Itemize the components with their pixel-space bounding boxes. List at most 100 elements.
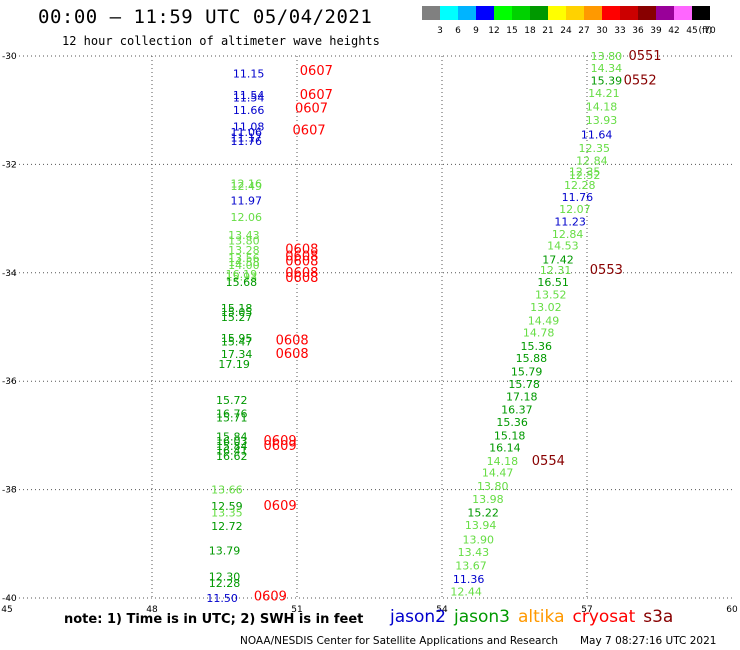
colorbar-label: 9 (473, 26, 479, 36)
wave-height-labels: 11.1511.5411.5411.6611.0811.0611.1711.76… (206, 49, 661, 605)
pass-time-label: 0608 (285, 266, 318, 281)
wave-height-label: 15.47 (221, 336, 253, 349)
x-tick-label: 60 (726, 605, 738, 615)
wave-height-label: 11.54 (233, 89, 265, 102)
pass-time-label: 0607 (300, 88, 333, 103)
page-subtitle: 12 hour collection of altimeter wave hei… (62, 34, 380, 48)
pass-time-label: 0609 (264, 439, 297, 454)
y-tick-label: -38 (2, 486, 17, 496)
pass-time-label: 0608 (285, 250, 318, 265)
wave-height-label: 15.88 (516, 352, 548, 365)
colorbar-swatch (530, 6, 548, 20)
legend-item-jason3: jason3 (454, 607, 510, 627)
pass-time-label: 0609 (254, 589, 287, 604)
wave-height-label: 16.76 (216, 408, 248, 421)
wave-height-label: 13.93 (586, 114, 618, 127)
pass-time-label: 0608 (285, 254, 318, 269)
wave-height-label: 12.16 (231, 177, 263, 190)
wave-height-label: 13.80 (477, 480, 509, 493)
colorbar-swatch (548, 6, 566, 20)
colorbar-label: 33 (614, 26, 625, 36)
colorbar-swatch (476, 6, 494, 20)
wave-height-label: 15.36 (496, 416, 528, 429)
legend-item-cryosat: cryosat (572, 607, 636, 627)
wave-height-label: 12.31 (540, 264, 572, 277)
wave-height-label: 15.84 (216, 430, 248, 443)
wave-height-label: 16.03 (216, 435, 248, 448)
wave-height-label: 13.43 (228, 229, 260, 242)
colorbar-label: 27 (578, 26, 589, 36)
x-tick-label: 51 (291, 605, 302, 615)
satellite-legend: jason2 jason3 altika cryosat s3a (390, 607, 681, 627)
wave-height-label: 14.47 (482, 466, 514, 479)
wave-height-label: 12.52 (569, 169, 601, 182)
colorbar-swatch (422, 6, 440, 20)
wave-height-label: 15.68 (226, 276, 258, 289)
wave-height-label: 15.84 (216, 440, 248, 453)
pass-time-label: 0607 (300, 64, 333, 79)
colorbar-unit: (ft) (698, 26, 712, 36)
wave-height-label: 11.17 (231, 131, 263, 144)
colorbar-label: 18 (524, 26, 536, 36)
wave-height-label: 13.66 (211, 484, 243, 497)
wave-height-label: 14.18 (586, 100, 618, 113)
wave-height-label: 14.34 (591, 62, 623, 75)
colorbar-swatch (692, 6, 710, 20)
wave-height-label: 13.02 (530, 301, 562, 314)
colorbar-swatch (674, 6, 692, 20)
wave-height-label: 13.43 (458, 546, 490, 559)
wave-height-label: 15.22 (467, 506, 499, 519)
wave-height-label: 11.50 (206, 592, 238, 605)
colorbar-label: 3 (437, 26, 443, 36)
wave-height-label: 15.18 (221, 302, 253, 315)
wave-height-label: 15.72 (216, 394, 248, 407)
wave-height-label: 13.79 (209, 544, 241, 557)
colorbar-swatch (656, 6, 674, 20)
wave-height-label: 12.72 (211, 520, 243, 533)
y-tick-label: -30 (2, 52, 17, 62)
wave-height-label: 11.64 (581, 129, 613, 142)
wave-height-label: 12.44 (450, 585, 482, 598)
pass-time-label: 0551 (628, 49, 661, 64)
pass-time-label: 0553 (590, 263, 623, 278)
map-grid (7, 55, 732, 599)
wave-height-label: 12.28 (564, 179, 596, 192)
wave-height-label: 13.28 (228, 244, 260, 257)
wave-height-label: 17.18 (506, 390, 538, 403)
colorbar-label: 24 (560, 26, 572, 36)
colorbar-swatch (584, 6, 602, 20)
wave-height-label: 17.19 (218, 358, 250, 371)
pass-time-label: 0554 (532, 454, 565, 469)
wave-height-label: 14.00 (228, 259, 260, 272)
colorbar-label: 70 (704, 26, 716, 36)
legend-item-s3a: s3a (643, 607, 674, 627)
pass-time-label: 0608 (276, 347, 309, 362)
wave-height-label: 13.35 (211, 506, 243, 519)
legend-item-jason2: jason2 (390, 607, 446, 627)
wave-height-label: 15.36 (521, 340, 553, 353)
pass-time-label: 0607 (295, 102, 328, 117)
wave-height-label: 11.54 (233, 92, 265, 105)
wave-height-label: 11.36 (453, 573, 485, 586)
wave-height-label: 15.71 (216, 412, 248, 425)
wave-height-label: 13.90 (463, 533, 495, 546)
colorbar-label: 15 (506, 26, 517, 36)
wave-height-label: 11.15 (233, 67, 265, 80)
wave-height-label: 11.97 (231, 195, 263, 208)
pass-time-label: 0608 (285, 271, 318, 286)
colorbar-swatch (440, 6, 458, 20)
wave-height-label: 14.53 (547, 240, 579, 253)
colorbar-swatch (458, 6, 476, 20)
axis-tick-labels: 45 48 51 54 57 60 -30 -32 -34 -36 -38 -40 (1, 52, 738, 615)
colorbar-label: 6 (455, 26, 461, 36)
wave-height-label: 15.18 (494, 429, 526, 442)
wave-height-label: 16.14 (489, 441, 521, 454)
footer-note: note: 1) Time is in UTC; 2) SWH is in fe… (64, 612, 364, 627)
colorbar-label: 39 (650, 26, 662, 36)
colorbar-swatch (566, 6, 584, 20)
wave-height-label: 16.41 (216, 445, 248, 458)
y-tick-label: -34 (2, 269, 17, 279)
colorbar-label: 36 (632, 26, 644, 36)
wave-height-label: 15.05 (221, 306, 253, 319)
pass-time-label: 0552 (624, 73, 657, 88)
